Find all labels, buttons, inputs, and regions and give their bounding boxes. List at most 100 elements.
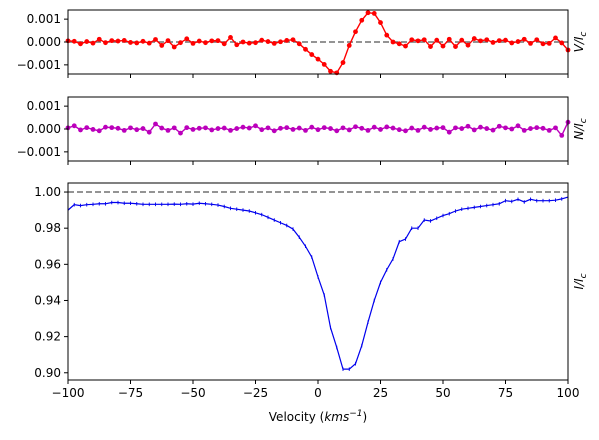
data-point <box>484 126 490 131</box>
data-point <box>284 125 290 131</box>
data-point <box>509 126 515 132</box>
data-point <box>109 38 115 44</box>
x-tick-label: −75 <box>118 386 143 400</box>
data-point <box>440 125 446 131</box>
data-point <box>196 125 202 131</box>
data-point <box>240 39 246 45</box>
data-point <box>478 38 483 44</box>
y-tick-label: 0.000 <box>27 122 61 136</box>
data-point <box>209 127 215 133</box>
data-point <box>453 44 458 49</box>
data-point <box>121 38 127 43</box>
data-point <box>353 29 358 35</box>
data-point <box>146 129 152 135</box>
data-point <box>215 38 221 44</box>
data-point <box>496 38 502 44</box>
x-tick-label: 25 <box>373 386 388 400</box>
data-point <box>159 125 165 131</box>
data-point <box>71 123 77 129</box>
data-point <box>178 40 183 46</box>
data-point <box>215 126 221 131</box>
data-point <box>465 42 471 48</box>
data-point <box>278 39 283 45</box>
data-point <box>271 40 277 46</box>
data-point <box>459 37 465 43</box>
data-point <box>296 125 302 131</box>
data-point <box>115 38 121 44</box>
x-tick-label: 0 <box>314 386 322 400</box>
data-point <box>221 41 227 47</box>
data-point <box>490 40 496 45</box>
plot-frame <box>67 182 569 381</box>
data-point <box>303 46 308 52</box>
data-point <box>71 38 77 44</box>
data-point <box>434 37 440 43</box>
data-point <box>515 123 521 129</box>
data-point <box>353 124 358 130</box>
series-line <box>67 196 569 370</box>
data-point <box>134 127 140 133</box>
data-point <box>340 125 346 131</box>
data-point <box>296 41 302 47</box>
data-point <box>290 37 296 43</box>
x-tick-label: 50 <box>435 386 450 400</box>
data-point <box>109 125 115 131</box>
data-point <box>184 125 190 131</box>
data-point <box>321 125 327 131</box>
y-tick-label: 0.92 <box>34 330 61 344</box>
y-tick-label: 0.96 <box>34 257 61 271</box>
data-point <box>140 38 146 44</box>
data-point <box>165 38 171 44</box>
data-point <box>278 125 283 131</box>
x-tick-label: −50 <box>180 386 205 400</box>
data-point <box>196 38 202 44</box>
data-point <box>403 43 408 49</box>
y-axis-label: N/Ic <box>572 118 589 140</box>
data-point <box>409 125 415 131</box>
data-point <box>359 17 365 23</box>
data-point <box>446 36 452 42</box>
data-point <box>153 121 158 127</box>
data-point <box>259 127 265 133</box>
data-point <box>534 37 540 43</box>
data-point <box>309 52 315 57</box>
data-point <box>234 126 240 131</box>
data-point <box>203 40 208 46</box>
y-tick-label: −0.001 <box>17 58 61 72</box>
data-point <box>121 127 127 133</box>
data-point <box>359 125 365 131</box>
y-tick-label: 0.98 <box>34 221 61 235</box>
data-point <box>415 127 421 133</box>
data-point <box>409 37 415 43</box>
data-point <box>221 125 227 131</box>
null-n-panel: −0.001 0.000 0.001 N/Ic <box>17 96 589 165</box>
data-point <box>390 125 396 131</box>
data-point <box>496 123 502 129</box>
data-point <box>284 38 290 43</box>
data-point <box>103 124 108 130</box>
data-point <box>315 127 321 133</box>
data-point <box>128 40 133 45</box>
data-point <box>265 125 271 131</box>
data-point <box>490 127 496 133</box>
data-point <box>253 123 258 129</box>
data-point <box>459 126 465 131</box>
data-point <box>421 124 427 130</box>
data-point <box>559 133 565 138</box>
data-point <box>321 62 327 67</box>
data-point <box>528 40 533 46</box>
data-point <box>540 41 546 47</box>
data-point <box>503 37 508 43</box>
data-point <box>378 20 383 25</box>
data-point <box>403 128 408 134</box>
data-point <box>371 124 377 130</box>
x-tick-label: 100 <box>557 386 580 400</box>
data-point <box>153 37 158 42</box>
data-point <box>346 127 352 133</box>
data-point <box>315 56 321 62</box>
data-point <box>390 39 396 45</box>
data-point <box>90 127 96 132</box>
y-tick-label: 0.001 <box>27 12 61 26</box>
data-point <box>84 39 90 44</box>
